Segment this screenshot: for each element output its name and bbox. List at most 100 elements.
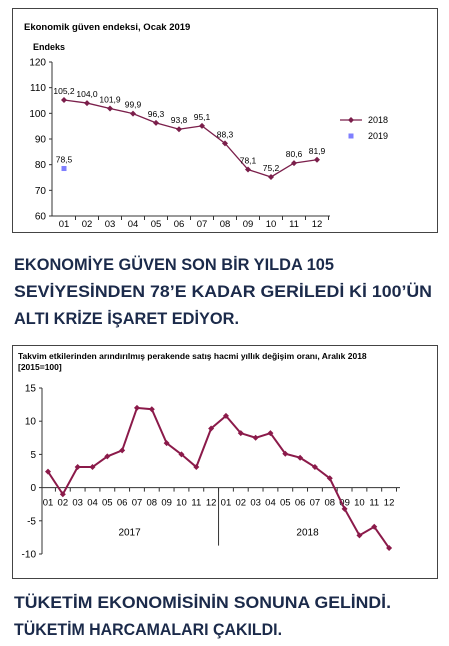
- x-tick-label: 09: [243, 219, 254, 230]
- marker: [326, 475, 333, 482]
- x-tick-label: 09: [339, 498, 350, 509]
- x-tick-label: 01: [43, 498, 54, 509]
- marker: [348, 133, 354, 139]
- x-tick-label: 11: [289, 219, 299, 230]
- x-tick-label: 10: [266, 219, 277, 230]
- y-tick-label: 60: [35, 212, 47, 223]
- marker: [222, 140, 228, 147]
- x-tick-label: 04: [87, 498, 98, 509]
- marker: [386, 545, 393, 552]
- x-tick-label: 02: [58, 498, 69, 509]
- y-tick-label: 10: [25, 417, 37, 428]
- data-label: 81,9: [309, 146, 326, 156]
- data-label: 80,6: [286, 149, 303, 159]
- marker: [74, 464, 81, 471]
- series-line: [47, 406, 390, 549]
- y-tick-label: 110: [30, 83, 46, 94]
- marker: [297, 454, 304, 461]
- x-tick-label: 02: [82, 219, 93, 230]
- marker: [130, 110, 136, 117]
- data-label: 88,3: [217, 129, 234, 139]
- y-tick-label: 90: [35, 135, 47, 146]
- y-tick-label: -10: [22, 550, 37, 561]
- marker: [193, 464, 200, 471]
- marker: [89, 464, 96, 471]
- marker: [208, 425, 215, 432]
- marker: [222, 412, 229, 419]
- marker: [133, 404, 140, 411]
- data-label: 101,9: [99, 94, 121, 104]
- y-tick-label: -5: [27, 516, 36, 527]
- group-label: 2017: [118, 528, 141, 539]
- caption-line: EKONOMİYE GÜVEN SON BİR YILDA 105: [14, 255, 334, 274]
- data-label: 75,2: [263, 163, 280, 173]
- y-tick-label: 80: [35, 160, 47, 171]
- legend-label: 2018: [368, 115, 388, 125]
- marker: [282, 450, 289, 457]
- x-tick-label: 11: [369, 498, 379, 509]
- chart-title: Takvim etkilerinden arındırılmış peraken…: [18, 351, 367, 361]
- x-tick-label: 08: [220, 219, 231, 230]
- y-axis-label: Endeks: [33, 42, 65, 52]
- marker: [61, 96, 67, 103]
- marker: [163, 440, 170, 447]
- marker: [341, 505, 348, 512]
- marker: [252, 434, 259, 441]
- y-tick-label: 70: [35, 186, 47, 197]
- x-tick-label: 12: [312, 219, 323, 230]
- y-tick-label: 5: [30, 450, 36, 461]
- x-tick-label: 03: [105, 219, 116, 230]
- data-label: 78,1: [240, 156, 257, 166]
- x-tick-label: 05: [280, 498, 291, 509]
- x-tick-label: 07: [132, 498, 143, 509]
- x-tick-label: 01: [59, 219, 70, 230]
- x-tick-label: 08: [147, 498, 158, 509]
- chart-title: Ekonomik güven endeksi, Ocak 2019: [24, 22, 190, 33]
- y-tick-label: 120: [29, 58, 46, 69]
- marker: [371, 523, 378, 530]
- x-tick-label: 07: [310, 498, 321, 509]
- x-tick-label: 06: [174, 219, 185, 230]
- chart-frame: [12, 8, 438, 233]
- marker: [153, 119, 159, 126]
- x-tick-label: 10: [176, 498, 187, 509]
- marker: [104, 453, 111, 460]
- x-tick-label: 05: [151, 219, 162, 230]
- data-label: 99,9: [125, 100, 142, 110]
- x-tick-label: 02: [236, 498, 247, 509]
- series-line: [63, 99, 318, 178]
- marker: [176, 126, 182, 133]
- legend-label: 2019: [368, 131, 388, 141]
- marker: [45, 468, 51, 475]
- marker: [267, 430, 274, 437]
- marker: [268, 173, 274, 180]
- x-tick-label: 05: [102, 498, 113, 509]
- marker: [107, 105, 113, 112]
- x-tick-label: 09: [161, 498, 172, 509]
- caption-line: TÜKETİM HARCAMALARI ÇAKILDI.: [14, 620, 282, 639]
- x-tick-label: 08: [324, 498, 335, 509]
- marker: [199, 122, 205, 129]
- x-tick-label: 01: [221, 498, 232, 509]
- data-label: 96,3: [148, 109, 165, 119]
- marker: [348, 117, 354, 123]
- x-tick-label: 07: [197, 219, 208, 230]
- data-label: 105,2: [53, 86, 75, 96]
- marker: [237, 430, 244, 437]
- x-tick-label: 11: [191, 498, 201, 509]
- caption-line: SEVİYESİNDEN 78’E KADAR GERİLEDİ Kİ 100’…: [14, 282, 432, 301]
- x-tick-label: 06: [295, 498, 306, 509]
- marker: [119, 447, 126, 454]
- marker: [291, 160, 297, 167]
- x-tick-label: 12: [206, 498, 217, 509]
- data-label: 104,0: [76, 89, 98, 99]
- chart-frame: [12, 345, 438, 579]
- x-tick-label: 06: [117, 498, 128, 509]
- y-tick-label: 100: [29, 109, 46, 120]
- x-tick-label: 03: [250, 498, 261, 509]
- chart-subtitle: [2015=100]: [18, 362, 62, 372]
- data-label: 93,8: [171, 115, 188, 125]
- x-tick-label: 04: [265, 498, 276, 509]
- data-label: 95,1: [194, 112, 211, 122]
